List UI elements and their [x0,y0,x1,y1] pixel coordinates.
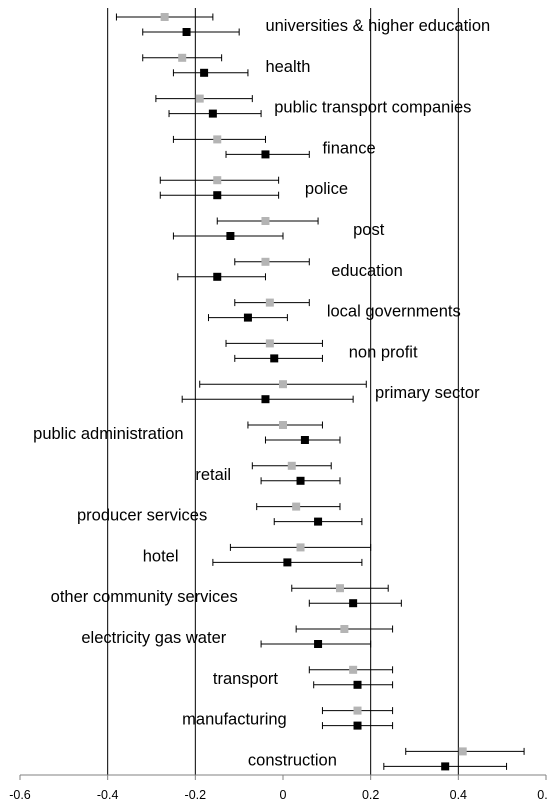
marker-black [261,150,270,159]
x-tick-label: 0.6 [537,788,547,802]
marker-grey [458,747,467,756]
marker-black [200,68,209,77]
gridlines [107,8,459,775]
marker-black [182,28,191,36]
marker-grey [287,461,296,470]
markers [160,13,467,771]
marker-black [296,476,305,485]
marker-grey [265,339,274,348]
marker-grey [279,421,287,429]
category-label: police [305,180,348,198]
x-tick-label: -0.2 [185,788,207,802]
marker-black [353,721,362,730]
marker-black [213,272,222,281]
marker-grey [353,706,362,715]
marker-black [300,436,309,444]
marker-black [349,599,358,608]
category-label: transport [213,670,279,688]
marker-black [270,354,279,363]
marker-grey [261,217,270,225]
marker-grey [340,625,349,633]
category-label: local governments [327,303,461,321]
marker-black [283,558,292,567]
x-tick-label: -0.6 [9,788,31,802]
marker-grey [160,13,169,21]
marker-black [243,313,252,322]
marker-black [353,680,362,689]
marker-grey [265,298,274,307]
marker-grey [349,665,358,674]
category-label: post [353,221,385,239]
x-ticks: -0.6 -0.4 -0.2 0 0.2 0.4 0.6 [9,775,547,802]
marker-black [208,109,217,118]
category-label: public administration [33,425,183,443]
marker-grey [178,53,187,62]
x-tick-label: 0.4 [450,788,467,802]
category-label: primary sector [375,384,480,402]
marker-grey [296,543,305,552]
marker-black [441,762,450,771]
category-label: other community services [51,588,238,606]
marker-grey [213,135,222,144]
category-label: education [331,262,403,280]
marker-black [261,395,270,404]
marker-grey [195,94,204,103]
x-tick-label: 0 [280,788,287,802]
marker-black [314,517,323,526]
category-label: non profit [349,343,418,361]
marker-grey [261,257,270,266]
category-label: public transport companies [274,99,471,117]
category-label: electricity gas water [81,629,226,647]
marker-black [314,640,323,648]
x-tick-label: 0.2 [362,788,379,802]
category-labels: universities & higher education health pub… [33,17,490,769]
category-label: manufacturing [182,711,287,729]
x-tick-label: -0.4 [97,788,119,802]
category-label: hotel [143,547,179,565]
category-label: health [265,58,310,76]
marker-grey [279,380,287,389]
marker-grey [292,502,301,511]
category-label: construction [248,751,337,769]
marker-black [213,191,222,200]
category-label: producer services [77,507,207,525]
category-label: universities & higher education [265,17,490,35]
category-label: finance [322,139,375,157]
marker-black [226,232,235,240]
category-label: retail [195,466,231,484]
marker-grey [213,176,222,185]
marker-grey [335,584,344,593]
